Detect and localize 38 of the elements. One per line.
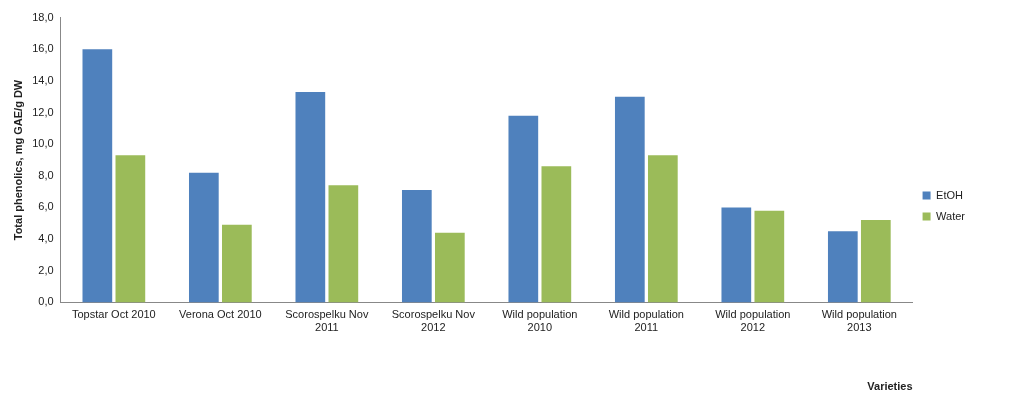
y-tick-label: 6,0	[38, 200, 54, 213]
x-tick-label: Wild population 2013	[821, 308, 897, 334]
legend-label: Water	[936, 209, 966, 222]
y-tick-label: 4,0	[38, 232, 54, 245]
x-tick-label: Topstar Oct 2010	[71, 308, 156, 321]
bar	[188, 172, 219, 303]
legend-label: EtOH	[936, 188, 964, 201]
x-axis-title: Varieties	[867, 380, 913, 393]
bar	[721, 207, 752, 303]
bar	[827, 231, 858, 303]
y-tick-label: 2,0	[38, 263, 54, 276]
y-tick-label: 12,0	[32, 105, 54, 118]
x-tick-label: Wild population 2012	[715, 308, 791, 334]
y-axis-title: Total phenolics, mg GAE/g DW	[11, 79, 24, 241]
bar	[647, 155, 678, 303]
bar	[754, 210, 785, 303]
y-tick-label: 14,0	[32, 73, 54, 86]
y-tick-label: 8,0	[38, 168, 54, 181]
bar	[115, 155, 146, 303]
y-tick-label: 16,0	[32, 42, 54, 55]
bar	[508, 115, 539, 303]
bar	[401, 190, 432, 303]
y-tick-label: 10,0	[32, 137, 54, 150]
bar	[434, 232, 465, 303]
bar	[295, 91, 326, 303]
bar	[82, 49, 113, 303]
bar	[328, 185, 359, 303]
y-tick-label: 18,0	[32, 10, 54, 23]
bar	[222, 224, 252, 303]
bar	[541, 166, 572, 303]
x-tick-label: Wild population 2011	[608, 308, 684, 334]
bar	[614, 96, 645, 303]
y-tick-label: 0,0	[38, 295, 54, 308]
bar	[860, 220, 891, 303]
x-tick-label: Wild population 2010	[502, 308, 578, 334]
x-tick-label: Scorospelku Nov 2012	[391, 308, 476, 334]
x-tick-label: Scorospelku Nov 2011	[285, 308, 369, 334]
x-tick-label: Verona Oct 2010	[179, 308, 262, 321]
